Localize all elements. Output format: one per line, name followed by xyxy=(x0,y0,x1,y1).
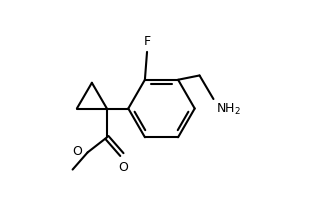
Text: O: O xyxy=(72,145,82,158)
Text: O: O xyxy=(118,161,128,174)
Text: NH$_2$: NH$_2$ xyxy=(215,102,241,117)
Text: F: F xyxy=(143,35,151,48)
